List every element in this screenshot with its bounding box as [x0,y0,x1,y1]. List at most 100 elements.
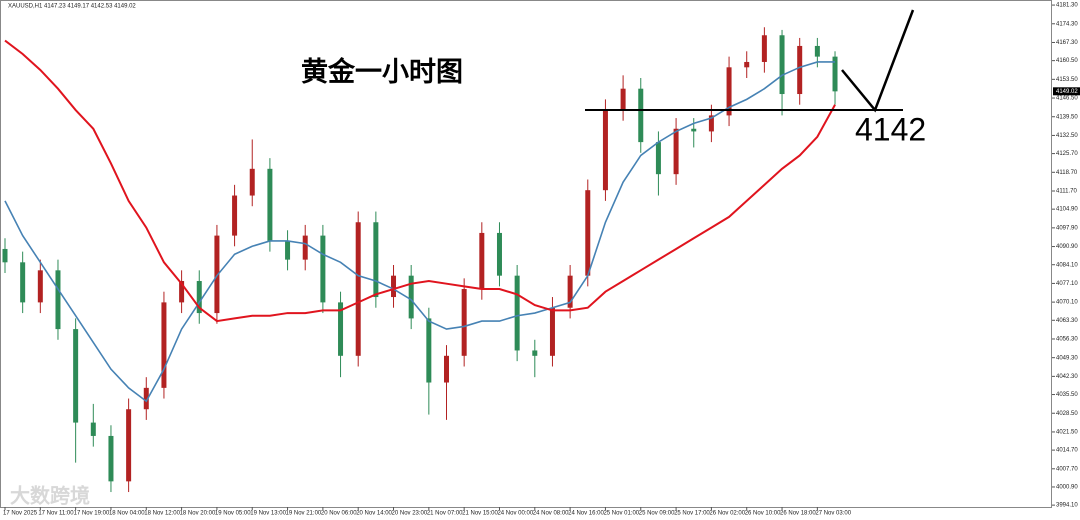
candle-body [532,350,538,356]
x-tick-label: 19 Nov 21:00 [286,511,322,517]
candle-body [55,270,61,330]
y-tick-label: 4042.30 [1056,374,1078,380]
forecast-arrow [841,9,915,113]
x-tick-label: 18 Nov 04:00 [109,511,145,517]
y-tick-label: 4097.90 [1056,225,1078,231]
y-tick-label: 4104.90 [1056,207,1078,213]
y-tick-label: 4118.70 [1056,170,1078,176]
candle-body [514,275,520,351]
candle-body [655,142,661,175]
candle-body [620,88,626,111]
x-tick-label: 21 Nov 07:00 [427,511,463,517]
candle-body [143,387,149,410]
candle-body [285,240,291,260]
y-tick-label: 4160.50 [1056,58,1078,64]
x-tick-label: 20 Nov 06:00 [321,511,357,517]
y-tick-label: 4090.90 [1056,244,1078,250]
candle-body [214,235,220,314]
candle-body [479,232,485,290]
candle-body [161,302,167,388]
x-tick-label: 17 Nov 11:00 [38,511,74,517]
x-tick-label: 17 Nov 2025 [3,511,38,517]
x-tick-label: 27 Nov 03:00 [815,511,851,517]
y-tick-label: 4146.50 [1056,96,1078,102]
candle-body [426,318,432,383]
x-tick-label: 26 Nov 02:00 [709,511,745,517]
y-tick-label: 4132.50 [1056,133,1078,139]
candle-body [691,128,697,132]
x-tick-label: 24 Nov 08:00 [533,511,569,517]
candle-body [602,110,608,191]
candle-body [797,45,803,95]
candle-body [373,222,379,298]
candle-body [461,289,467,356]
y-tick-label: 4077.10 [1056,281,1078,287]
x-tick-label: 19 Nov 13:00 [250,511,286,517]
candle-body [832,56,838,92]
y-tick-label: 4070.10 [1056,300,1078,306]
candle-body [179,281,185,303]
watermark: 大数跨境 [10,483,90,507]
price-tag [1053,87,1080,96]
candle-body [549,307,555,356]
plot-frame [0,0,1052,508]
candle-body [567,275,573,308]
candle-body [108,435,114,482]
x-tick-label: 26 Nov 10:00 [745,511,781,517]
moving-average [4,61,836,403]
moving-average [4,39,836,323]
candle-body [408,275,414,319]
y-tick-label: 4000.90 [1056,485,1078,491]
y-tick-label: 4174.30 [1056,21,1078,27]
y-tick-label: 4125.70 [1056,151,1078,157]
candle-body [673,128,679,175]
x-tick-label: 18 Nov 20:00 [180,511,216,517]
y-tick-label: 4028.50 [1056,411,1078,417]
y-tick-label: 4063.30 [1056,318,1078,324]
candle-body [249,168,255,196]
level-label: 4142 [855,112,926,148]
candle-body [90,422,96,436]
candle-body [391,275,397,298]
y-tick-label: 4139.50 [1056,114,1078,120]
candle-body [37,270,43,303]
candle-body [726,67,732,116]
x-tick-label: 17 Nov 19:00 [74,511,110,517]
x-tick-label: 26 Nov 18:00 [780,511,816,517]
y-tick-label: 4181.30 [1056,3,1078,9]
candle-body [302,235,308,260]
candle-body [232,195,238,236]
x-tick-label: 18 Nov 12:00 [144,511,180,517]
y-tick-label: 4153.50 [1056,77,1078,83]
candle-body [744,61,750,68]
symbol-header: XAUUSD,H1 4147.23 4149.17 4142.53 4149.0… [8,4,136,10]
x-tick-label: 24 Nov 16:00 [568,511,604,517]
y-tick-label: 4007.70 [1056,466,1078,472]
y-tick-label: 4035.50 [1056,392,1078,398]
candle-body [73,329,79,423]
x-tick-label: 20 Nov 23:00 [392,511,428,517]
x-tick-label: 25 Nov 17:00 [674,511,710,517]
candle-body [20,262,26,303]
y-tick-label: 3994.10 [1056,503,1078,509]
candle-body [585,190,591,276]
candle-body [196,281,202,314]
candle-body [2,248,8,263]
x-tick-label: 24 Nov 00:00 [497,511,533,517]
y-tick-label: 4049.30 [1056,355,1078,361]
candle-body [444,355,449,383]
y-tick-label: 4014.70 [1056,448,1078,454]
price-tag-label: 4149.02 [1056,89,1078,95]
candle-body [638,88,644,143]
x-tick-label: 19 Nov 05:00 [215,511,251,517]
candle-body [267,168,273,241]
y-tick-label: 4021.50 [1056,430,1078,436]
y-tick-label: 4111.70 [1056,189,1077,195]
chart-title: 黄金一小时图 [301,56,463,87]
x-tick-label: 20 Nov 14:00 [356,511,392,517]
x-tick-label: 25 Nov 09:00 [639,511,675,517]
candle-body [779,35,785,95]
y-tick-label: 4056.30 [1056,337,1078,343]
y-tick-label: 4167.30 [1056,40,1078,46]
